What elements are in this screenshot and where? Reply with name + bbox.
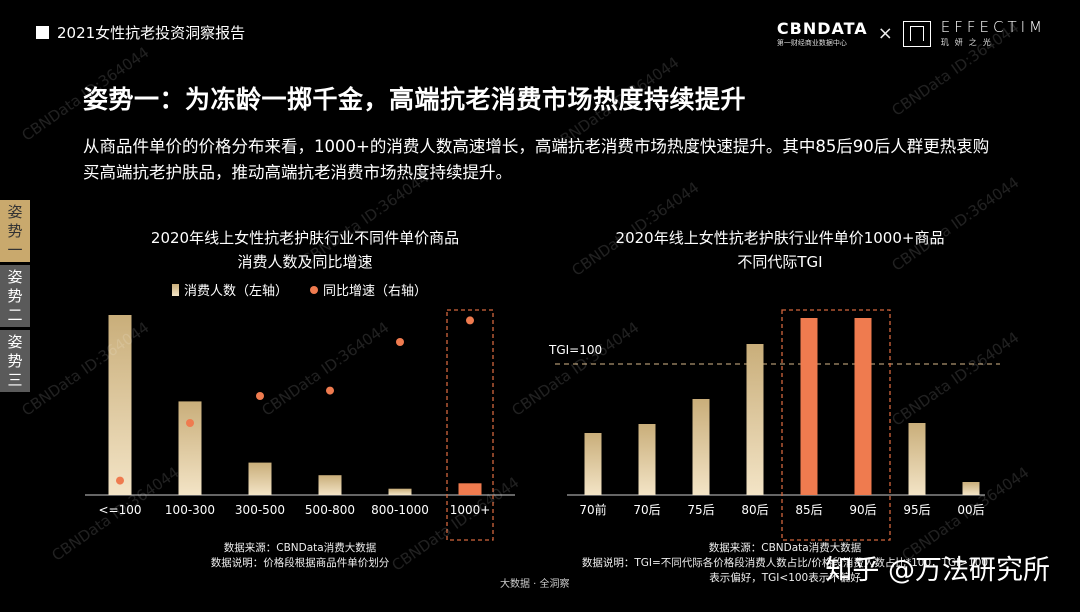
x-tick-label: 70前 [579, 502, 606, 517]
bar-mark [584, 433, 602, 495]
left-source-line2: 数据说明：价格段根据商品件单价划分 [210, 557, 390, 569]
left-chart: <=100 100-300 300-500 500-800 800-1000 1000+ [85, 309, 515, 541]
side-tab-1-char: 姿 [7, 202, 23, 221]
effectim-logo-sub: 玑妍之光 [940, 38, 997, 47]
left-chart-title-line1: 2020年线上女性抗老护肤行业不同件单价商品 [150, 229, 460, 247]
right-chart-title: 2020年线上女性抗老护肤行业件单价1000+商品 不同代际TGI [575, 226, 985, 274]
side-tab-2-char: 势 [7, 286, 23, 305]
right-chart-title-line1: 2020年线上女性抗老护肤行业件单价1000+商品 [615, 229, 945, 247]
x-tick-label: 70后 [633, 503, 660, 517]
bar-mark [638, 424, 656, 495]
right-source-line1: 数据来源：CBNData消费大数据 [708, 542, 862, 554]
x-tick-label: 90后 [849, 503, 876, 517]
bar-mark [746, 344, 764, 495]
x-tick-label: 75后 [687, 503, 714, 517]
side-tab-1-char: 势 [7, 221, 23, 240]
bar-mark [908, 423, 926, 495]
bar-mark [108, 315, 132, 495]
tgi-reference-label: TGI=100 [548, 343, 602, 357]
left-chart-legend: 消费人数（左轴） 同比增速（右轴） [172, 280, 427, 299]
highlight-box [446, 309, 494, 541]
left-chart-title: 2020年线上女性抗老护肤行业不同件单价商品 消费人数及同比增速 [100, 226, 510, 274]
side-tab-3-char: 姿 [7, 332, 23, 351]
x-tick-label: 300-500 [235, 503, 285, 517]
highlight-box [781, 309, 891, 541]
left-chart-title-line2: 消费人数及同比增速 [237, 253, 373, 271]
x-tick-label: 800-1000 [371, 503, 429, 517]
left-source-line1: 数据来源：CBNData消费大数据 [223, 542, 377, 554]
side-tab-2-char: 姿 [7, 267, 23, 286]
side-tab-2[interactable]: 姿 势 二 [0, 265, 30, 327]
square-icon [36, 26, 49, 39]
side-tab-nav: 姿 势 一 姿 势 二 姿 势 三 [0, 200, 30, 395]
effectim-mark-icon [902, 20, 931, 47]
x-tick-label: 1000+ [450, 503, 491, 517]
footer-text: 大数据 · 全洞察 [500, 579, 570, 590]
growth-dot [326, 386, 334, 395]
growth-dot [186, 419, 194, 427]
logo-group: CBNDATA 第一财经商业数据中心 × EFFECTIM 玑妍之光 [777, 20, 1046, 47]
report-label: 2021女性抗老投资洞察报告 [36, 22, 245, 43]
side-tab-1-char: 一 [7, 240, 23, 259]
bar-mark [248, 462, 272, 495]
left-chart-source: 数据来源：CBNData消费大数据 数据说明：价格段根据商品件单价划分 [150, 541, 450, 571]
bar-mark [962, 482, 980, 495]
side-tab-2-char: 二 [7, 305, 23, 324]
x-tick-label: 95后 [903, 503, 930, 517]
bar-mark [854, 318, 872, 495]
x-tick-label: 500-800 [305, 503, 355, 517]
logo-separator: × [877, 23, 893, 44]
x-tick-label: 100-300 [165, 503, 215, 517]
legend-dot-swatch [310, 285, 319, 294]
bar-mark [692, 399, 710, 495]
page-title: 姿势一：为冻龄一掷千金，高端抗老消费市场热度持续提升 [83, 85, 747, 114]
legend-item-dot: 同比增速（右轴） [310, 280, 427, 299]
right-chart-title-line2: 不同代际TGI [737, 253, 823, 271]
legend-bar-swatch [172, 283, 179, 296]
legend-bar-label: 消费人数（左轴） [184, 284, 289, 299]
bar-mark [458, 483, 482, 495]
growth-dot [466, 316, 474, 325]
x-tick-label: 00后 [957, 503, 984, 517]
bar-mark [178, 401, 202, 495]
zhihu-watermark: 知乎 @万法研究所 [825, 555, 1050, 586]
page-description: 从商品件单价的价格分布来看，1000+的消费人数高速增长，高端抗老消费市场热度快… [83, 137, 990, 182]
x-tick-label: 85后 [795, 503, 822, 517]
side-tab-3-char: 势 [7, 351, 23, 370]
x-tick-label: 80后 [741, 503, 768, 517]
bar-mark [800, 318, 818, 495]
cbndata-logo: CBNDATA 第一财经商业数据中心 [776, 18, 868, 47]
cbndata-logo-sub: 第一财经商业数据中心 [776, 38, 847, 47]
right-chart: TGI=100 70前 70后 75后 80后 85后 90后 95后 00后 [548, 309, 1000, 541]
side-tab-1[interactable]: 姿 势 一 [0, 200, 30, 262]
right-source-line2: 数据说明：TGI=不同代际各价格段消费人数占比/价格段消费人数占比*100，TG… [581, 557, 989, 569]
right-source-line3: 表示偏好，TGI<100表示不偏好 [709, 572, 861, 584]
x-tick-label: <=100 [98, 503, 141, 517]
legend-dot-label: 同比增速（右轴） [323, 284, 428, 299]
cbndata-logo-text: CBNDATA [776, 18, 868, 38]
bar-mark [318, 475, 342, 495]
report-label-text: 2021女性抗老投资洞察报告 [57, 24, 246, 42]
growth-dot [256, 392, 264, 400]
bar-mark [388, 488, 412, 495]
right-chart-source: 数据来源：CBNData消费大数据 数据说明：TGI=不同代际各价格段消费人数占… [560, 541, 1010, 586]
legend-item-bar: 消费人数（左轴） [172, 280, 288, 299]
growth-dot [116, 476, 124, 485]
growth-dot [396, 338, 404, 346]
side-tab-3[interactable]: 姿 势 三 [0, 330, 30, 392]
effectim-logo-text: EFFECTIM [940, 18, 1046, 36]
effectim-logo: EFFECTIM 玑妍之光 [941, 20, 1046, 47]
side-tab-3-char: 三 [7, 370, 23, 389]
